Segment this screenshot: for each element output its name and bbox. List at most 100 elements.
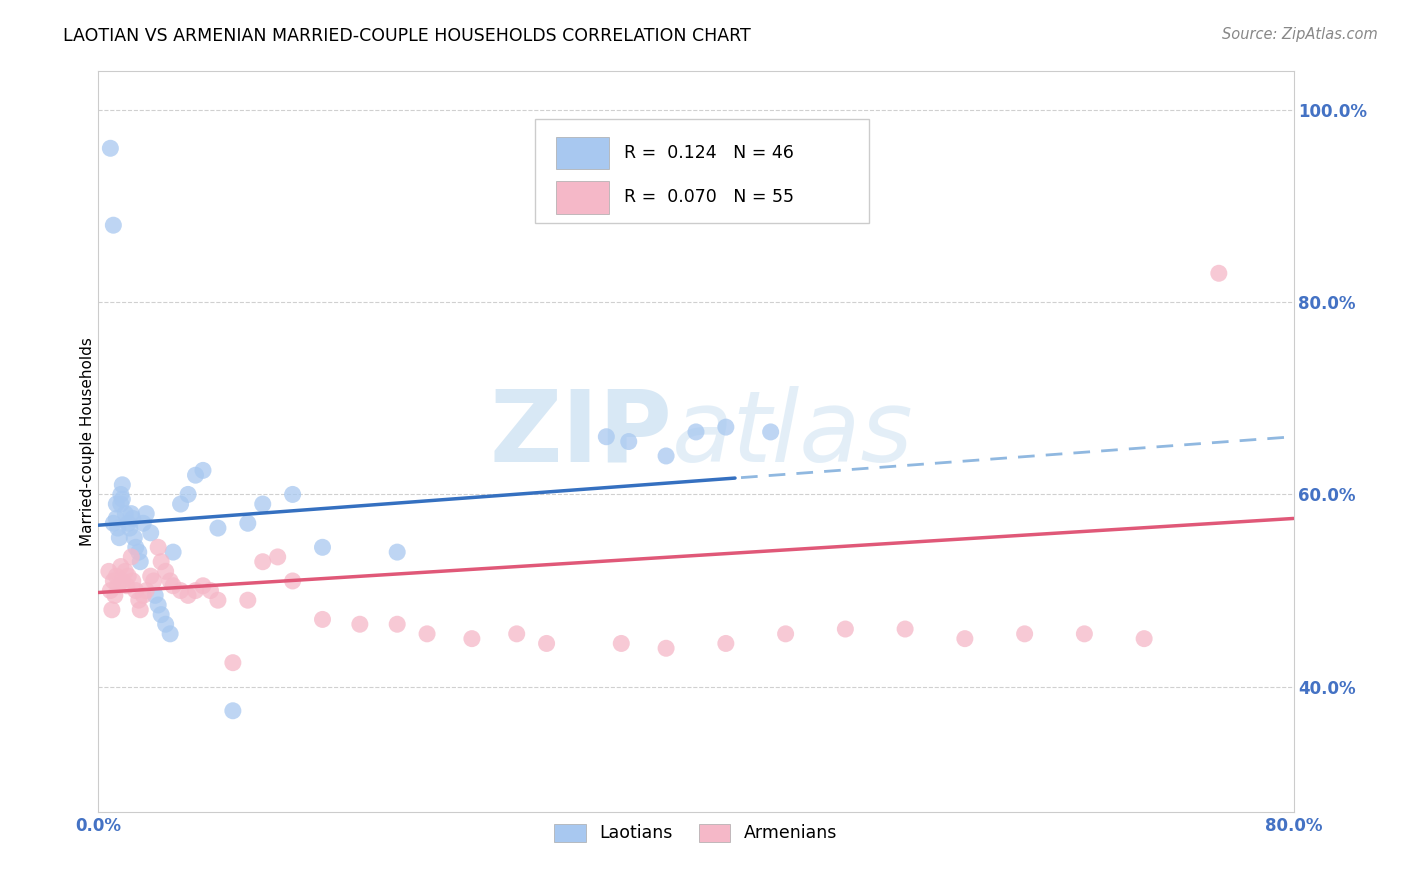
Point — [953, 632, 976, 646]
Point — [121, 574, 143, 588]
Point — [103, 516, 125, 531]
Point — [159, 627, 181, 641]
Point — [155, 617, 177, 632]
Point — [105, 497, 128, 511]
Text: R =  0.124   N = 46: R = 0.124 N = 46 — [624, 144, 794, 161]
Point — [128, 593, 150, 607]
Point — [143, 588, 166, 602]
Point — [1208, 266, 1230, 280]
Text: ZIP: ZIP — [489, 385, 672, 483]
Point — [461, 632, 484, 646]
Point — [110, 487, 132, 501]
Point — [236, 593, 259, 607]
FancyBboxPatch shape — [557, 181, 609, 213]
Point — [191, 463, 214, 477]
Point — [132, 588, 155, 602]
Point — [169, 583, 191, 598]
Point — [162, 545, 184, 559]
Y-axis label: Married-couple Households: Married-couple Households — [80, 337, 94, 546]
Point — [1073, 627, 1095, 641]
Point — [97, 565, 120, 579]
Point — [281, 487, 304, 501]
Point — [135, 507, 157, 521]
Point — [117, 516, 139, 531]
Point — [121, 511, 143, 525]
Point — [128, 545, 150, 559]
Point — [595, 430, 617, 444]
Point — [111, 478, 134, 492]
Point — [115, 579, 138, 593]
Point — [120, 507, 142, 521]
Text: LAOTIAN VS ARMENIAN MARRIED-COUPLE HOUSEHOLDS CORRELATION CHART: LAOTIAN VS ARMENIAN MARRIED-COUPLE HOUSE… — [63, 27, 751, 45]
Point — [148, 541, 170, 555]
Point — [385, 617, 409, 632]
Point — [114, 565, 136, 579]
Point — [252, 555, 274, 569]
Point — [1133, 632, 1156, 646]
Point — [132, 516, 155, 531]
Point — [191, 579, 214, 593]
Point — [139, 569, 162, 583]
Point — [184, 583, 207, 598]
Point — [222, 656, 245, 670]
Point — [98, 141, 122, 155]
Point — [125, 541, 148, 555]
Point — [110, 559, 132, 574]
Point — [311, 612, 333, 626]
Point — [775, 627, 797, 641]
Text: atlas: atlas — [672, 385, 914, 483]
Point — [834, 622, 856, 636]
Point — [107, 579, 129, 593]
Point — [222, 704, 245, 718]
Point — [118, 521, 141, 535]
Point — [281, 574, 304, 588]
Point — [416, 627, 439, 641]
Point — [142, 574, 165, 588]
Point — [125, 583, 148, 598]
Point — [150, 607, 173, 622]
Point — [107, 521, 129, 535]
Point — [714, 420, 737, 434]
Point — [177, 487, 200, 501]
Point — [655, 449, 678, 463]
Point — [105, 511, 128, 525]
Point — [120, 549, 142, 564]
Point — [714, 636, 737, 650]
Legend: Laotians, Armenians: Laotians, Armenians — [546, 815, 846, 851]
Point — [236, 516, 259, 531]
FancyBboxPatch shape — [534, 120, 869, 223]
Point — [155, 565, 177, 579]
Point — [207, 593, 229, 607]
Point — [148, 598, 170, 612]
Point — [349, 617, 371, 632]
Point — [267, 549, 290, 564]
Point — [117, 569, 139, 583]
Point — [655, 641, 678, 656]
Point — [129, 603, 152, 617]
Point — [162, 579, 184, 593]
Point — [108, 531, 131, 545]
Point — [105, 569, 128, 583]
Point — [150, 555, 173, 569]
Point — [252, 497, 274, 511]
Point — [184, 468, 207, 483]
Point — [506, 627, 529, 641]
Point — [759, 425, 782, 439]
Point — [129, 555, 152, 569]
Point — [610, 636, 633, 650]
Point — [103, 218, 125, 232]
FancyBboxPatch shape — [557, 136, 609, 169]
Point — [177, 588, 200, 602]
Point — [894, 622, 917, 636]
Point — [385, 545, 409, 559]
Point — [1014, 627, 1036, 641]
Point — [685, 425, 707, 439]
Point — [200, 583, 222, 598]
Point — [124, 531, 146, 545]
Point — [159, 574, 181, 588]
Text: R =  0.070   N = 55: R = 0.070 N = 55 — [624, 188, 794, 206]
Point — [536, 636, 558, 650]
Point — [111, 574, 134, 588]
Point — [110, 497, 132, 511]
Point — [101, 603, 124, 617]
